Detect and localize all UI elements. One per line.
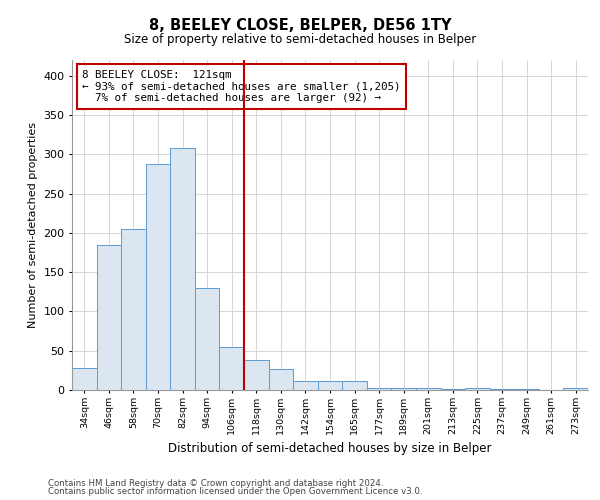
Bar bbox=[293, 380, 318, 390]
Bar bbox=[465, 388, 490, 390]
Text: 8 BEELEY CLOSE:  121sqm
← 93% of semi-detached houses are smaller (1,205)
  7% o: 8 BEELEY CLOSE: 121sqm ← 93% of semi-det… bbox=[82, 70, 401, 103]
Bar bbox=[269, 369, 293, 390]
Bar bbox=[416, 388, 440, 390]
Text: Contains public sector information licensed under the Open Government Licence v3: Contains public sector information licen… bbox=[48, 487, 422, 496]
Bar bbox=[490, 389, 514, 390]
Bar bbox=[440, 389, 465, 390]
Text: Size of property relative to semi-detached houses in Belper: Size of property relative to semi-detach… bbox=[124, 32, 476, 46]
Bar bbox=[195, 288, 220, 390]
Bar bbox=[146, 164, 170, 390]
Bar bbox=[563, 388, 588, 390]
Bar bbox=[514, 389, 539, 390]
Bar bbox=[244, 360, 269, 390]
Text: 8, BEELEY CLOSE, BELPER, DE56 1TY: 8, BEELEY CLOSE, BELPER, DE56 1TY bbox=[149, 18, 451, 32]
Bar bbox=[72, 368, 97, 390]
Bar bbox=[97, 244, 121, 390]
Bar bbox=[342, 382, 367, 390]
Bar bbox=[367, 388, 391, 390]
Bar bbox=[391, 388, 416, 390]
Y-axis label: Number of semi-detached properties: Number of semi-detached properties bbox=[28, 122, 38, 328]
Bar bbox=[121, 229, 146, 390]
Text: Contains HM Land Registry data © Crown copyright and database right 2024.: Contains HM Land Registry data © Crown c… bbox=[48, 478, 383, 488]
X-axis label: Distribution of semi-detached houses by size in Belper: Distribution of semi-detached houses by … bbox=[168, 442, 492, 456]
Bar bbox=[170, 148, 195, 390]
Bar bbox=[220, 347, 244, 390]
Bar bbox=[318, 382, 342, 390]
